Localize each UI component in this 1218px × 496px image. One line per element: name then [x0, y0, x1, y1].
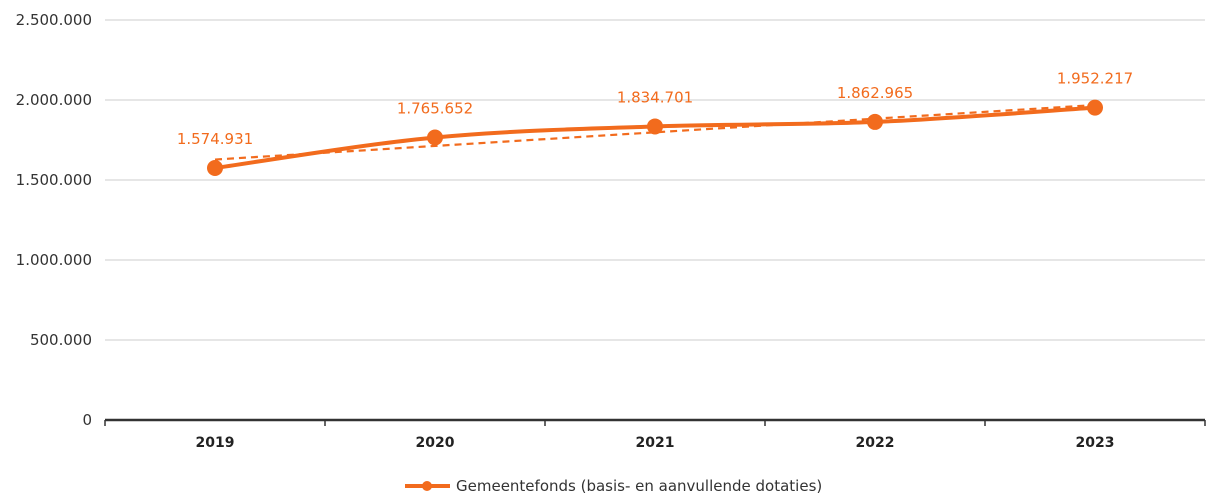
data-point-2019 [207, 160, 223, 177]
data-label-2019: 1.574.931 [177, 130, 253, 148]
data-label-2021: 1.834.701 [617, 88, 693, 106]
y-tick-label-1: 500.000 [30, 331, 92, 349]
y-tick-label-5: 2.500.000 [16, 11, 92, 29]
x-tick-label-2023: 2023 [1076, 435, 1115, 451]
series-line-path [213, 105, 1097, 171]
data-point-2022 [867, 113, 883, 130]
y-tick-label-4: 2.000.000 [16, 91, 92, 109]
data-label-2023: 1.952.217 [1057, 70, 1133, 88]
legend-entry-label: Gemeentefonds (basis- en aanvullende dot… [456, 477, 822, 495]
data-point-2020 [427, 129, 443, 146]
trendline [214, 103, 1096, 161]
trendline-dashed [214, 103, 1096, 161]
data-label-2022: 1.862.965 [837, 84, 913, 102]
x-axis-tick-labels: 2019 2020 2021 2022 2023 [196, 435, 1115, 451]
y-axis-tick-labels: 0 500.000 1.000.000 1.500.000 2.000.000 2.500… [16, 11, 92, 429]
legend-marker-swatch [422, 481, 432, 491]
data-points [207, 99, 1103, 177]
x-tick-label-2020: 2020 [416, 435, 455, 451]
x-tick-label-2022: 2022 [856, 435, 895, 451]
y-tick-label-2: 1.000.000 [16, 251, 92, 269]
series-line [213, 105, 1097, 171]
gridlines [105, 19, 1205, 341]
data-label-2020: 1.765.652 [397, 99, 473, 117]
y-tick-label-3: 1.500.000 [16, 171, 92, 189]
data-point-2021 [647, 118, 663, 135]
x-axis [104, 418, 1206, 426]
x-tick-label-2019: 2019 [196, 435, 235, 451]
x-tick-label-2021: 2021 [636, 435, 675, 451]
data-labels: 1.574.931 1.765.652 1.834.701 1.862.965 1.95… [177, 70, 1133, 148]
legend: Gemeentefonds (basis- en aanvullende dot… [405, 477, 822, 495]
data-point-2023 [1087, 99, 1103, 116]
y-tick-label-0: 0 [82, 411, 92, 429]
